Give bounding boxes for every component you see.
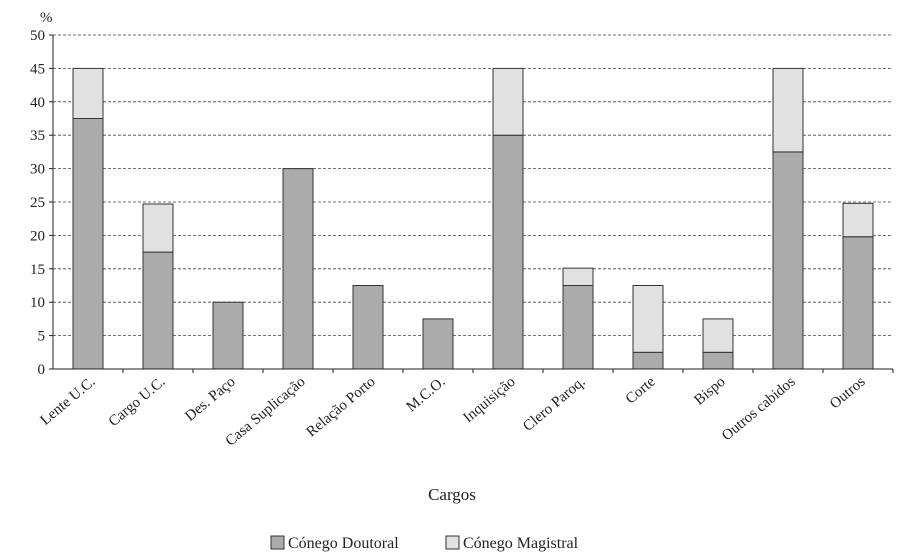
legend: Cónego Doutoral Cónego Magistral: [270, 535, 579, 552]
x-tick-label: Inquisição: [460, 374, 518, 426]
x-tick-label: Lente U.C.: [38, 374, 99, 429]
bar-segment-doutoral: [142, 251, 174, 370]
bar-segment-magistral: [702, 318, 734, 353]
y-axis-label: %: [40, 10, 53, 26]
x-tick-label: Des. Paço: [182, 374, 238, 425]
y-tick-label: 30: [30, 162, 45, 178]
y-tick-label: 25: [30, 195, 45, 211]
bar-segment-doutoral: [282, 168, 314, 370]
bar-segment-doutoral: [772, 151, 804, 370]
x-axis-label: Cargos: [428, 485, 476, 504]
bar-segment-magistral: [492, 67, 524, 136]
y-tick-label: 0: [38, 362, 46, 378]
y-tick-label: 40: [30, 95, 45, 111]
x-tick-label: Relação Porto: [304, 374, 379, 441]
bar-segment-magistral: [632, 285, 664, 353]
bar-segment-doutoral: [562, 285, 594, 370]
bar-segment-doutoral: [352, 285, 384, 370]
legend-label: Cónego Magistral: [463, 535, 579, 552]
bars: [72, 67, 874, 370]
x-tick-label: Outros: [827, 374, 869, 413]
x-tick-label: M.C.O.: [403, 374, 448, 415]
legend-label: Cónego Doutoral: [288, 535, 399, 552]
y-tick-label: 15: [30, 262, 45, 278]
bar-segment-magistral: [142, 203, 174, 253]
bar-segment-doutoral: [702, 351, 734, 370]
bar-segment-magistral: [72, 67, 104, 119]
y-tick-label: 10: [30, 295, 45, 311]
bar-segment-doutoral: [492, 134, 524, 370]
legend-swatch: [270, 535, 285, 550]
x-tick-label: Outros cabidos: [719, 374, 799, 444]
y-tick-label: 35: [30, 128, 45, 144]
y-ticks: 0 5 10 15 20 25 30 35 40 45 50: [30, 28, 53, 378]
bar-segment-doutoral: [422, 318, 454, 370]
x-tick-label: Cargo U.C.: [106, 374, 169, 430]
x-tick-label: Bispo: [691, 374, 728, 409]
y-tick-label: 5: [38, 329, 46, 345]
legend-swatch: [445, 535, 460, 550]
y-tick-label: 20: [30, 228, 45, 244]
bar-segment-magistral: [772, 67, 804, 153]
bar-segment-magistral: [562, 267, 594, 286]
x-tick-label: Clero Paroq.: [520, 374, 588, 435]
bar-segment-doutoral: [632, 351, 664, 370]
gridlines: [53, 34, 893, 337]
bar-segment-doutoral: [842, 236, 874, 370]
bar-segment-doutoral: [72, 118, 104, 370]
y-tick-label: 45: [30, 61, 45, 77]
x-tick-label: Corte: [623, 374, 659, 408]
bar-segment-doutoral: [212, 301, 244, 370]
bar-segment-magistral: [842, 202, 874, 238]
y-tick-label: 50: [30, 28, 45, 44]
